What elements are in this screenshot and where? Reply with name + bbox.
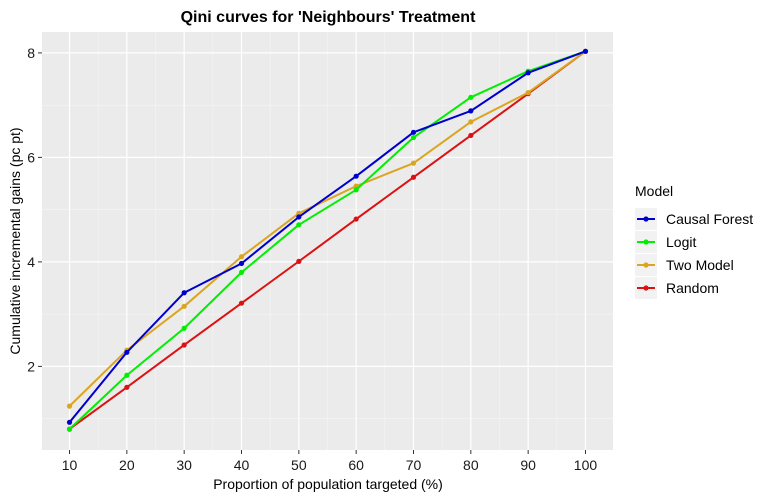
x-tick-label: 30	[176, 457, 192, 473]
y-axis: 2 4 6 8	[27, 45, 42, 374]
data-point-random	[296, 258, 302, 264]
series-line-logit	[68, 50, 586, 430]
y-axis-label: Cumulative incremental gains (pc pt)	[7, 127, 23, 354]
data-point-two-model	[296, 210, 302, 216]
legend-key-point	[643, 262, 649, 268]
series-layer	[66, 48, 589, 432]
x-axis: 10 20 30 40 50 60 70 80 90 100	[62, 450, 598, 473]
x-tick-label: 20	[119, 457, 135, 473]
y-tick-label: 4	[27, 254, 35, 270]
data-point-logit	[296, 222, 302, 228]
data-point-causal-forest	[238, 260, 245, 267]
series-line-causal-forest	[68, 50, 586, 423]
data-point-two-model	[66, 403, 73, 409]
legend-key-point	[643, 239, 649, 245]
x-tick-label: 40	[234, 457, 250, 473]
series-causal-forest	[66, 48, 589, 425]
data-point-logit	[124, 372, 130, 378]
x-tick-label: 100	[574, 457, 598, 473]
series-logit	[66, 48, 589, 432]
x-tick-label: 70	[406, 457, 422, 473]
data-point-causal-forest	[468, 108, 474, 114]
data-point-causal-forest	[353, 173, 359, 179]
data-point-two-model	[468, 119, 474, 125]
data-point-causal-forest	[296, 214, 302, 220]
legend-label: Causal Forest	[666, 211, 753, 227]
data-point-two-model	[410, 160, 417, 166]
x-tick-label: 90	[520, 457, 536, 473]
legend-item-random: Random	[635, 277, 719, 299]
x-axis-label: Proportion of population targeted (%)	[213, 476, 443, 492]
y-tick-label: 6	[27, 149, 35, 165]
minor-gridlines	[42, 32, 613, 450]
x-tick-label: 50	[291, 457, 307, 473]
data-point-logit	[468, 94, 474, 100]
x-tick-label: 60	[348, 457, 364, 473]
data-point-causal-forest	[66, 419, 73, 425]
data-point-two-model	[525, 90, 531, 96]
legend-item-causal-forest: Causal Forest	[635, 208, 753, 230]
data-point-two-model	[181, 303, 187, 309]
data-point-random	[238, 300, 245, 306]
legend-key-point	[643, 285, 649, 291]
data-point-causal-forest	[582, 48, 589, 54]
data-point-logit	[353, 187, 359, 193]
data-point-random	[410, 174, 417, 180]
data-point-random	[181, 342, 187, 348]
y-tick-label: 2	[27, 358, 35, 374]
x-tick-label: 10	[62, 457, 78, 473]
x-tick-label: 80	[463, 457, 479, 473]
legend-label: Logit	[666, 234, 696, 250]
legend-item-logit: Logit	[635, 231, 696, 253]
legend-label: Two Model	[666, 257, 734, 273]
data-point-logit	[410, 134, 417, 141]
data-point-random	[124, 384, 130, 390]
y-tick-label: 8	[27, 45, 35, 61]
data-point-logit	[238, 269, 245, 275]
data-point-random	[353, 216, 359, 222]
legend-key-point	[643, 216, 649, 222]
chart-title: Qini curves for 'Neighbours' Treatment	[181, 9, 476, 26]
legend-item-two-model: Two Model	[635, 254, 734, 276]
legend-label: Random	[666, 280, 719, 296]
series-line-two-model	[68, 50, 587, 407]
data-point-two-model	[238, 254, 245, 260]
data-point-causal-forest	[124, 349, 130, 355]
data-point-random	[468, 132, 474, 139]
data-point-logit	[66, 426, 73, 432]
legend-title: Model	[635, 183, 673, 199]
data-point-logit	[181, 325, 187, 331]
data-point-causal-forest	[181, 290, 187, 296]
series-line-random	[68, 50, 587, 430]
legend: Model Causal Forest Logit Two Model Random	[635, 183, 753, 299]
data-point-causal-forest	[410, 129, 417, 135]
data-point-causal-forest	[525, 70, 531, 76]
